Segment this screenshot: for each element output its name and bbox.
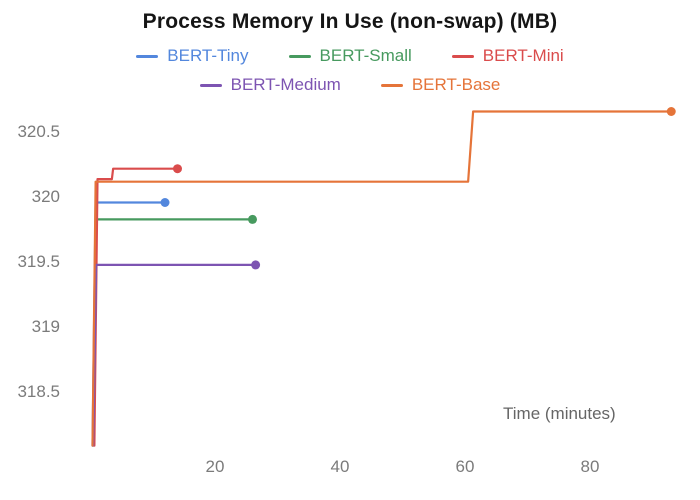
legend-item-bert-base[interactable]: BERT-Base — [380, 75, 501, 95]
legend-label-bert-tiny: BERT-Tiny — [167, 46, 249, 65]
chart-title: Process Memory In Use (non-swap) (MB) — [142, 10, 558, 33]
legend-label-bert-small: BERT-Small — [319, 46, 412, 65]
series-line-bert-mini — [93, 167, 179, 447]
y-tick-label: 319.5 — [17, 252, 60, 271]
legend-label-bert-medium: BERT-Medium — [230, 75, 341, 94]
series-line-bert-tiny — [91, 201, 167, 447]
legend-row: BERT-Medium BERT-Base — [0, 75, 700, 95]
y-tick-label: 320 — [32, 187, 60, 206]
series-line-bert-base — [91, 110, 673, 447]
legend-swatch-bert-base — [380, 83, 403, 87]
series-endpoint-bert-mini — [173, 164, 182, 174]
legend-item-bert-mini[interactable]: BERT-Mini — [451, 46, 564, 66]
y-tick-label: 318.5 — [17, 382, 60, 401]
series-endpoint-bert-medium — [251, 260, 261, 270]
y-tick-label: 319 — [32, 317, 60, 336]
legend-item-bert-medium[interactable]: BERT-Medium — [199, 75, 341, 95]
series-line-bert-small — [92, 218, 254, 447]
legend-swatch-bert-mini — [451, 54, 474, 58]
series-line-bert-medium — [92, 263, 257, 447]
y-tick-label: 320.5 — [17, 122, 60, 141]
series-endpoint-bert-tiny — [160, 198, 170, 207]
legend-swatch-bert-small — [288, 54, 311, 58]
legend-swatch-bert-tiny — [136, 54, 159, 58]
x-tick-label: 40 — [331, 457, 350, 476]
legend-label-bert-mini: BERT-Mini — [482, 46, 564, 65]
legend-swatch-bert-medium — [199, 83, 222, 87]
legend-row: BERT-Tiny BERT-Small BERT-Mini — [0, 46, 700, 66]
series-endpoint-bert-small — [248, 214, 257, 224]
series-endpoint-bert-base — [666, 107, 676, 116]
legend-label-bert-base: BERT-Base — [411, 75, 501, 94]
x-tick-label: 60 — [456, 457, 475, 476]
legend-item-bert-small[interactable]: BERT-Small — [288, 46, 412, 66]
legend: BERT-Tiny BERT-Small BERT-Mini BERT-Medium B… — [0, 46, 700, 104]
x-tick-label: 20 — [206, 457, 225, 476]
legend-item-bert-tiny[interactable]: BERT-Tiny — [136, 46, 249, 66]
x-tick-label: 80 — [581, 457, 600, 476]
x-axis-label: Time (minutes) — [503, 404, 616, 423]
